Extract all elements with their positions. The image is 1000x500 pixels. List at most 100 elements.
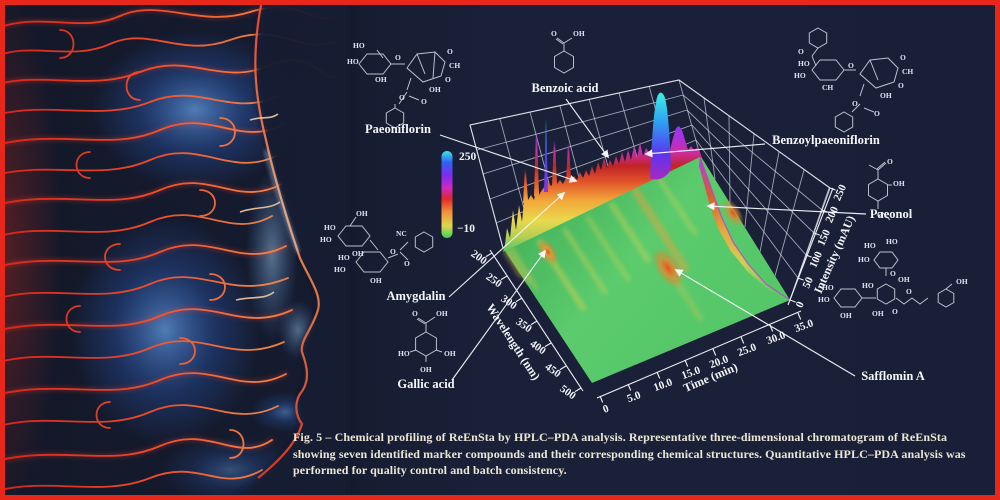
atom-label: HO	[353, 41, 365, 50]
annotation-line-gallic-acid	[451, 249, 546, 381]
atom-label: O	[404, 259, 410, 268]
atom-label: O	[551, 29, 557, 38]
time-tick-label: 0	[601, 402, 611, 415]
safflomin-a-structure: HO HO HO O HO OH O HO HO OH OH O OH	[818, 237, 968, 320]
atom-label: OH	[444, 349, 456, 358]
gallic-acid-peak	[537, 238, 559, 266]
atom-label: HO	[886, 237, 898, 246]
grid-outer-edge	[469, 79, 831, 301]
annotation-line-benzoic-acid	[565, 98, 609, 159]
atom-label: HO	[347, 57, 359, 66]
annotation-line-amygdalin	[448, 191, 566, 298]
peak-annotations	[439, 98, 867, 381]
profile-rim-light	[254, 0, 320, 479]
atom-label: O	[906, 287, 912, 296]
atom-label: O	[898, 81, 904, 90]
atom-label: O	[890, 269, 896, 278]
atom-label: OH	[356, 209, 368, 218]
compound-label-amygdalin: Amygdalin	[386, 289, 445, 303]
atom-label: NC	[396, 229, 407, 238]
atom-label: O	[421, 97, 427, 106]
atom-label: O	[399, 93, 405, 102]
annotation-line-paeonol	[706, 202, 867, 215]
benzene-ring	[385, 104, 405, 129]
cliff-rim	[699, 156, 791, 301]
atom-label: O	[874, 109, 880, 118]
minor-floor-peaks	[537, 198, 744, 289]
atom-label: O	[852, 99, 858, 108]
atom-label: OH	[893, 179, 905, 188]
atom-label: CH	[902, 67, 913, 76]
atom-label: OH	[352, 249, 364, 258]
max-intensity-peak	[650, 92, 671, 180]
atom-label: HO	[324, 223, 336, 232]
atom-label: HO	[862, 281, 874, 290]
atom-label: OH	[880, 91, 892, 100]
atom-label: HO	[798, 59, 810, 68]
compound-label-benzoylpaeoniflorin: Benzoylpaeoniflorin	[772, 133, 880, 147]
annotation-line-safflomin-a	[674, 269, 856, 377]
atom-label: OH	[420, 365, 432, 374]
atom-label: O	[390, 247, 396, 256]
atom-label: HO	[338, 253, 350, 262]
atom-label: OH	[840, 311, 852, 320]
atom-label: CH	[449, 61, 460, 70]
annotation-line-benzoylpaeoniflorin	[644, 143, 766, 158]
compound-label-benzoic-acid: Benzoic acid	[531, 81, 598, 95]
atom-label: OH	[872, 309, 884, 318]
atom-label: OH	[898, 275, 910, 284]
annotation-line-paeoniflorin	[439, 134, 578, 183]
atom-label: O	[887, 157, 893, 166]
face-contour-artwork	[0, 0, 348, 500]
colorbar-min-label: −10	[457, 223, 475, 235]
colorbar-max-label: 250	[459, 151, 477, 163]
atom-label: O	[445, 75, 451, 84]
paeoniflorin-structure: HO HO OH O O CH O OH O O	[347, 41, 460, 129]
atom-label: OH	[375, 75, 387, 84]
atom-label: O	[447, 47, 453, 56]
colorbar-gradient	[441, 151, 453, 238]
atom-label: HO	[398, 349, 410, 358]
intensity-tick-label: 50	[801, 275, 817, 290]
atom-label: OH	[573, 29, 585, 38]
lit-contour-segments	[235, 113, 281, 301]
atom-label: O	[798, 47, 804, 56]
colorbar: 250 −10	[441, 151, 477, 238]
atom-label: HO	[818, 295, 830, 304]
benzoylpaeoniflorin-structure: O HO HO CH O O CH O OH O O	[794, 27, 913, 133]
atom-label: OH	[429, 85, 441, 94]
paeonol-structure: O OH O	[868, 157, 905, 221]
ridge-spikes	[523, 118, 571, 203]
atom-label: CH	[822, 83, 833, 92]
nose-bridge-light	[265, 149, 299, 253]
intensity-tick-label: 0	[794, 299, 807, 309]
atom-label: OH	[956, 277, 968, 286]
atom-label: OH	[370, 276, 382, 285]
atom-label: O	[900, 53, 906, 62]
gallic-acid-structure: O OH HO OH OH	[398, 309, 456, 374]
compound-label-paeonol: Paeonol	[870, 207, 913, 221]
time-tick-label: 5.0	[625, 389, 642, 405]
compound-label-gallic-acid: Gallic acid	[397, 377, 454, 391]
atom-label: O	[892, 307, 898, 316]
chemical-structures: HO HO OH O O CH O OH O O Paeoniflorin O …	[320, 27, 968, 391]
atom-label: HO	[864, 241, 876, 250]
benzoic-acid-structure: O OH	[551, 29, 585, 74]
safflomin-a-peak	[651, 247, 685, 289]
atom-label: HO	[794, 71, 806, 80]
atom-label: HO	[858, 255, 870, 264]
amygdalin-structure: OH HO HO OH HO HO OH O NC O	[320, 209, 434, 285]
compound-label-safflomin-a: Safflomin A	[861, 369, 925, 383]
atom-label: O	[877, 210, 883, 219]
red-edge-glow	[0, 0, 62, 500]
atom-label: HO	[822, 283, 834, 292]
atom-label: O	[395, 53, 401, 62]
figure-caption: Fig. 5 – Chemical profiling of ReEnSta b…	[293, 430, 966, 477]
atom-label: OH	[436, 309, 448, 318]
paeonol-peak	[722, 198, 744, 228]
atom-label: O	[412, 309, 418, 318]
atom-label: HO	[320, 235, 332, 244]
